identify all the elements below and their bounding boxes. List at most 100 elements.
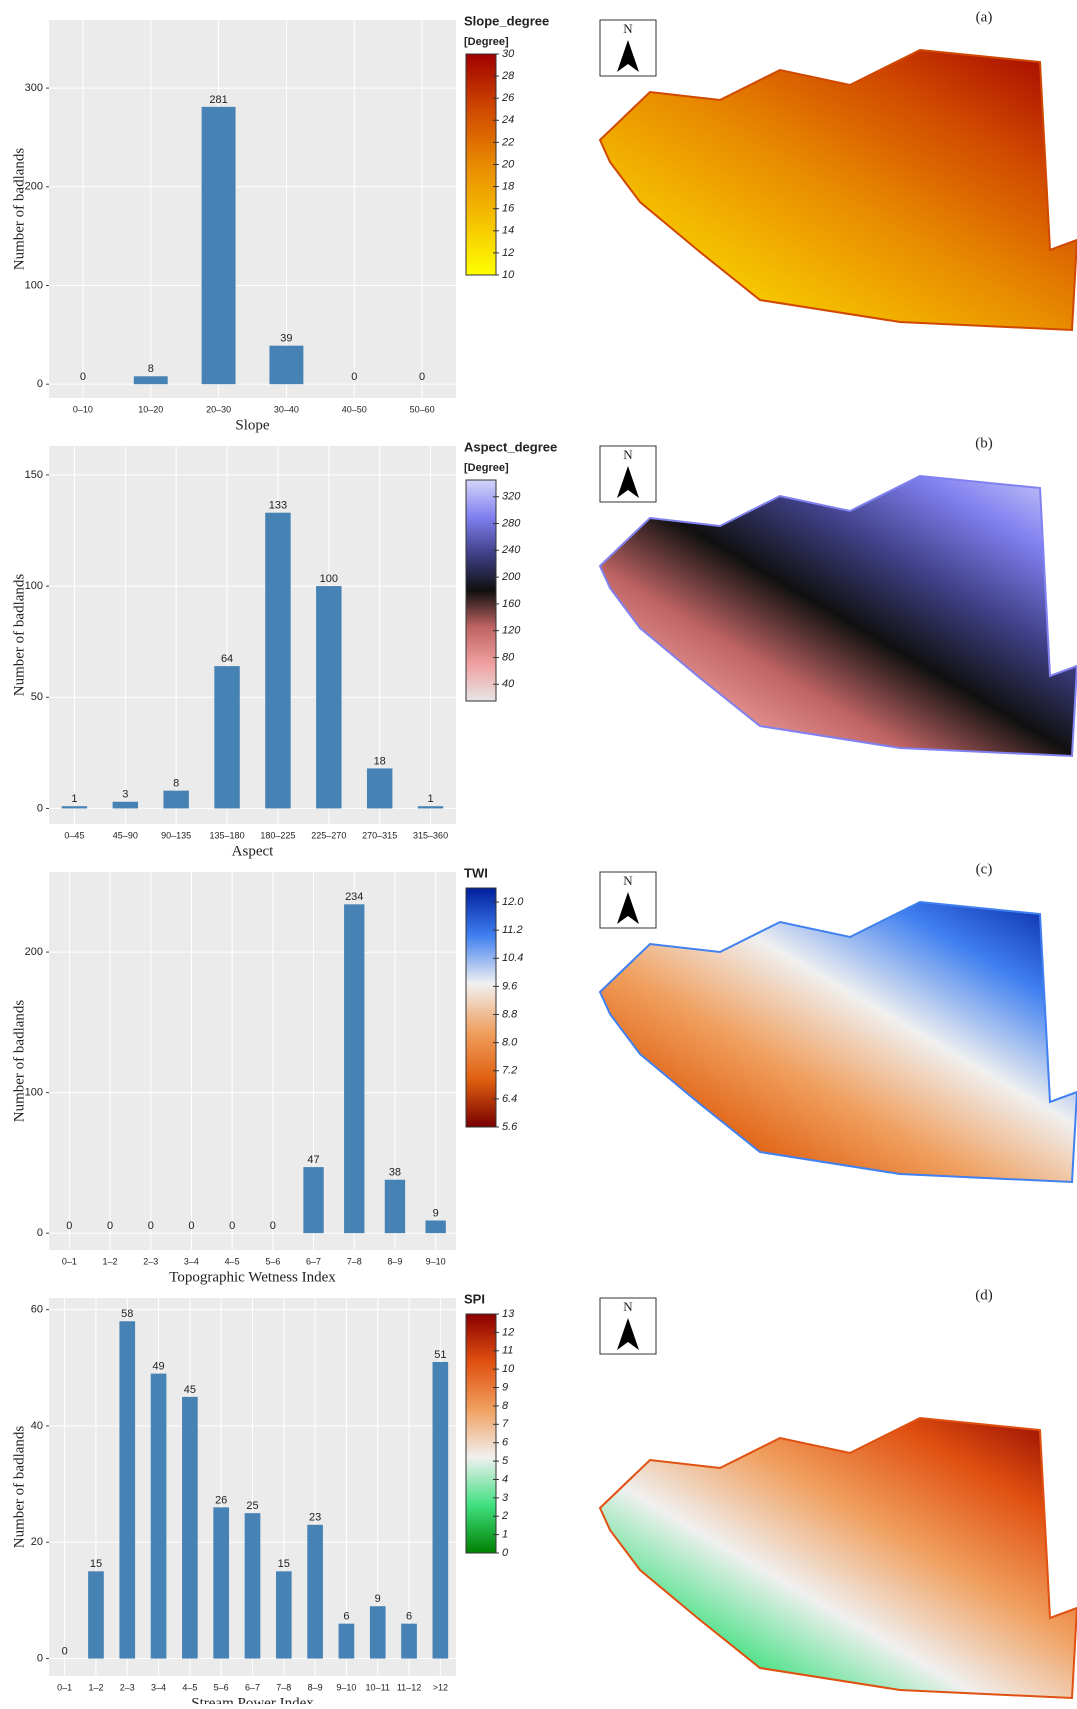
value-label: 58 [121,1308,133,1320]
bar [119,1321,135,1658]
panel-label: (a) [976,9,993,25]
value-label: 0 [66,1220,72,1232]
value-label: 6 [406,1611,412,1623]
map [600,1418,1077,1698]
value-label: 51 [434,1349,446,1361]
legend-tick-label: 30 [502,48,515,60]
x-tick-label: 315–360 [413,830,448,840]
legend-tick-label: 26 [501,92,515,104]
x-tick-label: 1–2 [88,1682,103,1692]
x-tick-label: 3–4 [184,1256,199,1266]
north-label: N [623,21,633,36]
y-tick-label: 20 [31,1536,43,1548]
value-label: 0 [80,371,86,383]
legend-tick-label: 8 [502,1400,509,1412]
value-label: 0 [419,371,425,383]
x-tick-label: 3–4 [151,1682,166,1692]
legend-tick-label: 20 [501,158,515,170]
y-tick-label: 0 [37,1652,43,1664]
panel-label: (c) [976,861,993,877]
bar [385,1180,405,1233]
x-axis-title: Stream Power Index [191,1695,314,1704]
x-tick-label: 9–10 [336,1682,356,1692]
value-label: 281 [209,94,227,106]
x-tick-label: 0–1 [57,1682,72,1692]
colorbar [466,54,496,275]
bar [307,1525,323,1659]
legend-tick-label: 3 [502,1492,509,1504]
bar [202,107,236,384]
legend-tick-label: 9 [502,1381,508,1393]
plot-panel [49,446,456,824]
x-tick-label: 2–3 [143,1256,158,1266]
x-axis-title: Slope [235,417,270,433]
legend-tick-label: 160 [502,598,521,610]
legend-tick-label: 13 [502,1308,515,1320]
legend-tick-label: 7 [502,1418,509,1430]
bar [276,1571,292,1658]
bar [316,586,341,808]
x-tick-label: >12 [433,1682,448,1692]
x-tick-label: 40–50 [342,404,367,414]
legend-tick-label: 8.8 [502,1008,518,1020]
bar [245,1513,261,1658]
map [600,902,1077,1182]
legend-tick-label: 11.2 [502,924,523,936]
legend-tick-label: 120 [502,625,521,637]
x-tick-label: 180–225 [260,830,295,840]
bar [134,376,168,384]
legend-tick-label: 18 [502,181,515,193]
map [600,50,1077,330]
y-axis-title: Number of badlands [11,574,27,697]
value-label: 9 [433,1207,439,1219]
value-label: 23 [309,1512,321,1524]
x-tick-label: 20–30 [206,404,231,414]
y-tick-label: 60 [31,1304,43,1316]
value-label: 100 [320,573,338,585]
value-label: 45 [184,1384,196,1396]
value-label: 0 [188,1220,194,1232]
value-label: 6 [343,1611,349,1623]
colorbar [466,480,496,701]
x-tick-label: 11–12 [397,1682,421,1692]
x-tick-label: 5–6 [265,1256,280,1266]
y-axis-title: Number of badlands [11,148,27,271]
value-label: 39 [280,333,292,345]
x-tick-label: 0–1 [62,1256,77,1266]
legend-title: SPI [464,1291,485,1306]
value-label: 9 [375,1593,381,1605]
value-label: 0 [148,1220,154,1232]
x-tick-label: 30–40 [274,404,299,414]
legend-unit: [Degree] [464,462,509,474]
value-label: 133 [269,500,287,512]
value-label: 18 [374,755,386,767]
y-tick-label: 100 [25,279,43,291]
value-label: 0 [351,371,357,383]
x-tick-label: 6–7 [245,1682,260,1692]
y-tick-label: 40 [31,1420,43,1432]
legend-tick-label: 12 [502,1326,514,1338]
legend-tick-label: 22 [501,136,514,148]
legend-tick-label: 80 [502,651,515,663]
x-tick-label: 4–5 [182,1682,197,1692]
legend-tick-label: 6 [502,1437,509,1449]
panel-label: (b) [975,435,993,451]
bar [425,1220,445,1233]
bar [367,768,392,808]
x-tick-label: 6–7 [306,1256,321,1266]
x-tick-label: 90–135 [161,830,191,840]
x-tick-label: 135–180 [210,830,245,840]
x-tick-label: 7–8 [276,1682,291,1692]
legend-tick-label: 280 [501,517,521,529]
legend-tick-label: 1 [502,1529,508,1541]
y-tick-label: 0 [37,378,43,390]
legend-tick-label: 10 [502,269,515,281]
bar [113,802,138,809]
legend-tick-label: 12 [502,247,514,259]
x-tick-label: 0–45 [64,830,84,840]
legend-tick-label: 16 [502,203,515,215]
value-label: 8 [173,778,179,790]
bar [269,346,303,384]
legend-tick-label: 24 [501,114,514,126]
bar [265,513,290,809]
